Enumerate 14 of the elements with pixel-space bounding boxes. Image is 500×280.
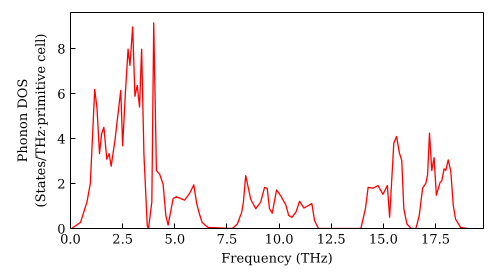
y-tick-label: 2: [57, 178, 66, 192]
y-axis-title: Phonon DOS (States/THz·primitive cell): [16, 33, 50, 208]
y-tick-label: 6: [57, 88, 66, 102]
x-tick-label: 12.5: [316, 232, 346, 248]
x-tick-label: 0.0: [60, 232, 81, 248]
y-tick-label: 4: [57, 132, 66, 148]
x-tick-label: 5.0: [164, 232, 186, 248]
x-tick-label: 17.5: [421, 232, 450, 248]
x-axis-title: Frequency (THz): [221, 252, 333, 266]
x-tick-label: 7.5: [216, 232, 238, 248]
y-tick-label: 8: [57, 42, 66, 58]
x-tick-label: 10.0: [264, 232, 294, 248]
x-tick-label: 2.5: [112, 232, 133, 248]
x-tick-label: 15.0: [368, 232, 398, 248]
